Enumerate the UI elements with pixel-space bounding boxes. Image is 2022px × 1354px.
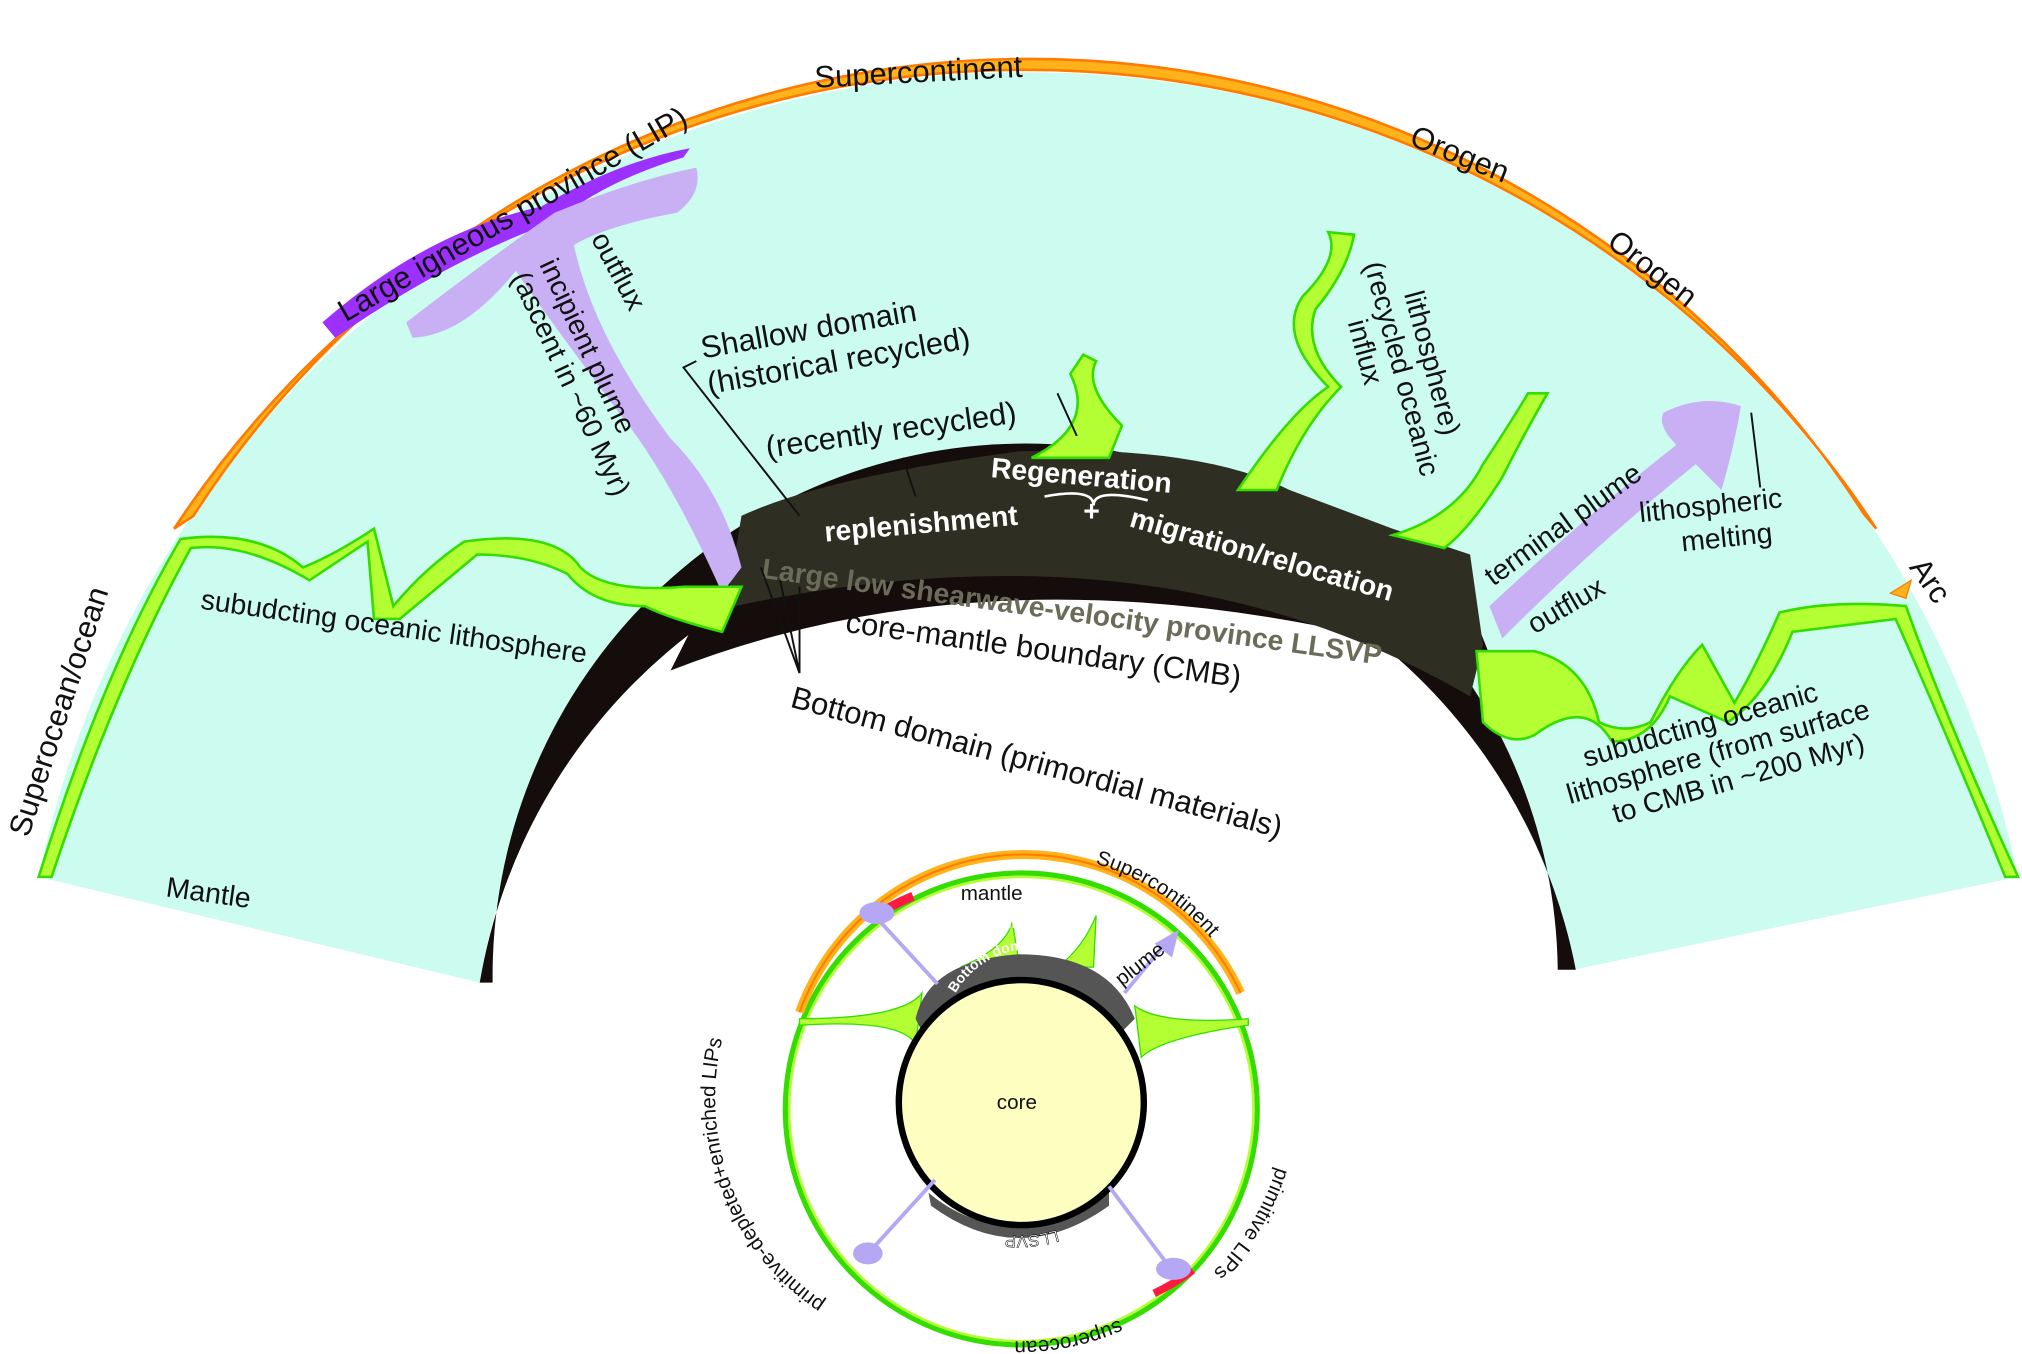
recycled-slab-influx bbox=[1235, 230, 1356, 492]
arc-volcano bbox=[1888, 578, 1913, 600]
bottom-domain-leader bbox=[759, 567, 801, 674]
regeneration-brace bbox=[1044, 492, 1148, 506]
inset-llsvp-bottom bbox=[928, 1192, 1110, 1238]
label-plus: + bbox=[1083, 496, 1100, 528]
shallow-domain-leader bbox=[681, 360, 801, 517]
terminal-plume bbox=[1489, 401, 1741, 639]
inset-plume-arrows bbox=[853, 902, 1191, 1280]
crust-band bbox=[173, 57, 1878, 530]
inset-core bbox=[895, 976, 1148, 1229]
inset-label-plume: plume bbox=[1111, 938, 1169, 991]
label-bottom-domain: Bottom domain (primordial materials) bbox=[787, 680, 1286, 845]
inset-slab-right bbox=[1133, 1004, 1249, 1059]
inset-globe: mantle core plume Supercontinent primiti… bbox=[697, 846, 1294, 1354]
inset-superocean-path: superocean bbox=[1014, 1315, 1126, 1354]
lip-volcanic bbox=[322, 148, 690, 338]
inset-label-superocean: superocean bbox=[1014, 1315, 1126, 1354]
inset-label-core: core bbox=[997, 1091, 1037, 1114]
inset-slab-left bbox=[798, 990, 923, 1047]
incipient-plume bbox=[406, 167, 742, 594]
inset-lips-left-path: primitive-depleted+enriched LIPs bbox=[697, 1035, 828, 1317]
inset-label-lips-left: primitive-depleted+enriched LIPs bbox=[697, 1035, 828, 1317]
subducting-slab-left bbox=[36, 526, 744, 879]
mantle-region bbox=[38, 72, 2019, 983]
recycled-slab-recent bbox=[1031, 352, 1124, 460]
recently-recycled-leader bbox=[901, 392, 1078, 497]
inset-label-mantle: mantle bbox=[961, 882, 1023, 905]
inset-lip-right bbox=[1152, 1267, 1196, 1297]
llsvp-pile bbox=[728, 450, 1483, 697]
recycled-slab-right bbox=[1387, 392, 1550, 550]
lithospheric-melting-leader bbox=[1750, 412, 1762, 488]
inset-surface bbox=[782, 870, 1260, 1348]
subducting-slab-right bbox=[1475, 602, 2021, 879]
